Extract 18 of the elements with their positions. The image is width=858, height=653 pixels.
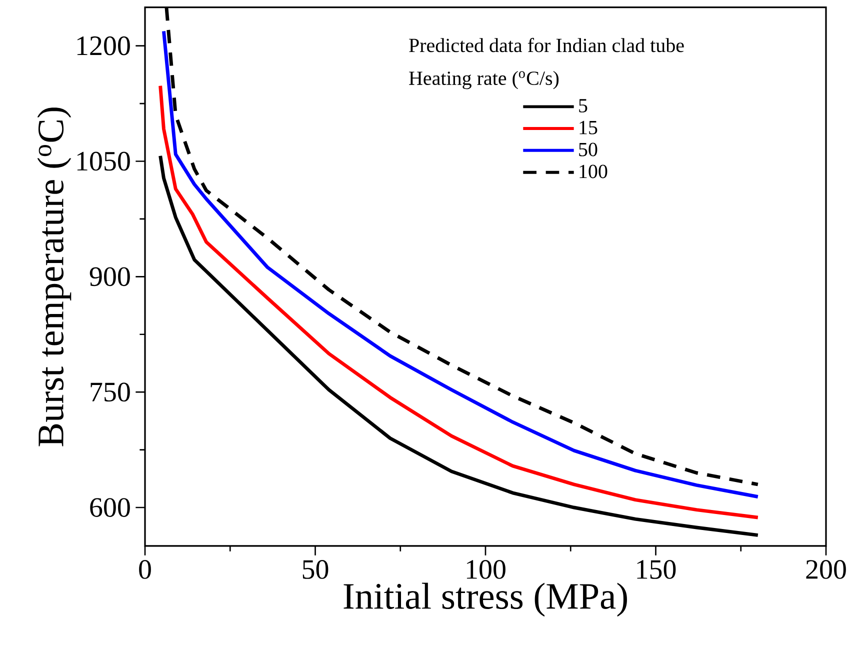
legend-title: Heating rate ($^{o}$C/s) <box>409 70 559 90</box>
x-tick-label: 150 <box>637 560 676 579</box>
legend-label: 50 <box>579 142 598 156</box>
legend-label: 100 <box>580 164 608 178</box>
y-tick-label: 1050 <box>77 152 130 171</box>
legend-label: 5 <box>579 99 588 112</box>
x-tick-label: 100 <box>466 560 506 579</box>
x-axis-title: Initial stress (MPa) <box>344 582 627 617</box>
y-tick-label: 1200 <box>77 36 130 56</box>
x-tick-label: 200 <box>806 560 846 579</box>
y-tick-label: 750 <box>90 382 130 402</box>
legend-label: 15 <box>580 120 598 134</box>
annotation: Predicted data for Indian clad tube <box>409 38 684 52</box>
x-tick-label: 0 <box>139 560 151 579</box>
y-tick-label: 900 <box>90 267 130 286</box>
y-axis-title: Burst temperature ($^{o}$C) <box>37 108 72 446</box>
x-tick-label: 50 <box>302 560 328 579</box>
y-tick-label: 600 <box>90 498 130 517</box>
